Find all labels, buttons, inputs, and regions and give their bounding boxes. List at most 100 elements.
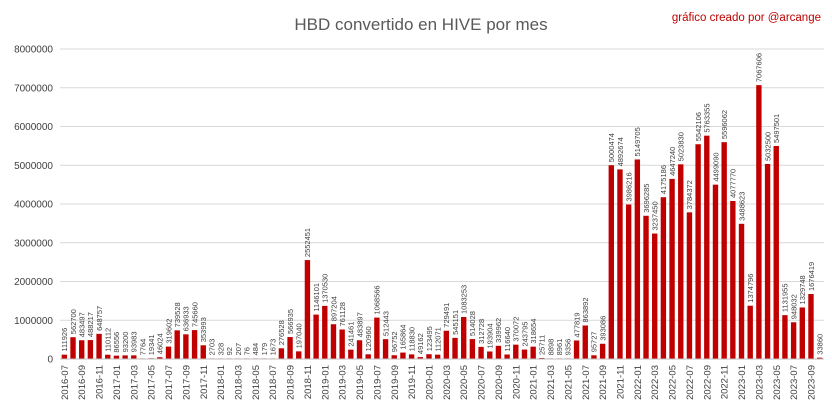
data-label: 1374796 (746, 274, 755, 303)
data-label: 566935 (286, 309, 295, 334)
bar-2022-01 (634, 159, 641, 359)
data-label: 25711 (538, 335, 547, 355)
data-label: 96752 (390, 331, 399, 352)
data-label: 3986216 (624, 172, 633, 201)
data-label: 4647240 (668, 147, 677, 176)
data-label: 319602 (164, 319, 173, 344)
data-label: 1131955 (781, 283, 790, 312)
x-tick-label: 2019-07 (372, 365, 383, 400)
data-label: 9356 (564, 339, 573, 356)
bar-2023-09 (808, 294, 814, 359)
data-label: 5763355 (703, 103, 712, 132)
bar-2017-01 (113, 355, 120, 359)
y-tick-label: 8000000 (14, 45, 53, 56)
bar-2023-02 (747, 305, 753, 359)
bar-2018-08 (278, 348, 285, 359)
bar-2020-12 (521, 349, 528, 359)
data-label: 1329748 (798, 275, 807, 304)
data-label: 207 (234, 343, 243, 356)
bar-2018-10 (296, 351, 302, 359)
bar-2022-04 (660, 197, 667, 359)
bar-2017-11 (200, 345, 206, 359)
bar-2018-11 (304, 260, 311, 359)
y-tick-label: 4000000 (14, 200, 53, 211)
bar-2019-03 (339, 329, 345, 359)
data-label: 116640 (503, 327, 512, 351)
bar-2018-12 (313, 314, 319, 359)
bar-2020-02 (434, 354, 441, 359)
data-label: 112071 (433, 327, 442, 351)
bar-2017-09 (183, 334, 189, 359)
data-label: 636933 (182, 306, 191, 331)
bar-2019-06 (365, 354, 371, 359)
data-label: 745660 (190, 302, 199, 327)
bar-2020-05 (461, 317, 467, 359)
data-label: 1370530 (321, 274, 330, 303)
data-label: 33860 (815, 334, 824, 355)
bar-2022-02 (643, 215, 649, 359)
data-label: 488217 (86, 312, 95, 337)
x-tick-label: 2022-07 (685, 365, 696, 400)
data-label: 648757 (95, 306, 104, 331)
bar-2021-07 (582, 325, 588, 359)
data-label: 197040 (295, 323, 304, 348)
data-label: 370072 (512, 317, 521, 342)
bar-2019-11 (408, 354, 415, 359)
x-tick-label: 2016-07 (60, 365, 71, 400)
data-label: 729491 (442, 303, 451, 328)
chart-credit: gráfico creado por @arcange (672, 12, 821, 24)
bar-2017-06 (157, 357, 163, 359)
bar-2022-05 (669, 178, 675, 359)
bar-2020-10 (504, 354, 510, 359)
x-tick-label: 2018-11 (303, 365, 314, 399)
data-label: 110112 (104, 328, 113, 352)
data-label: 863892 (581, 297, 590, 322)
bar-2022-08 (695, 144, 701, 359)
y-tick-label: 6000000 (14, 122, 53, 133)
data-label: 86556 (112, 332, 121, 353)
data-label: 5000474 (607, 133, 616, 162)
bar-2019-08 (382, 339, 389, 359)
data-label: 111926 (60, 328, 69, 352)
data-label: 483497 (78, 312, 87, 337)
x-tick-label: 2021-11 (615, 365, 626, 399)
data-label: 165864 (399, 325, 408, 350)
x-tick-label: 2023-07 (789, 365, 800, 400)
data-label: 512443 (381, 311, 390, 336)
bar-2021-06 (573, 340, 580, 359)
data-label: 243795 (520, 322, 529, 347)
data-label: 19341 (147, 334, 156, 355)
data-label: 562700 (69, 309, 78, 334)
bar-2019-07 (374, 317, 380, 359)
bar-2022-12 (730, 200, 736, 359)
y-tick-label: 1000000 (14, 316, 53, 327)
y-tick-label: 7000000 (14, 83, 53, 94)
data-label: 353993 (199, 317, 208, 342)
x-tick-label: 2021-09 (598, 365, 609, 400)
data-label: 761128 (338, 302, 347, 326)
bar-2020-01 (426, 354, 432, 359)
bar-2020-11 (513, 344, 519, 359)
bar-2019-12 (417, 357, 423, 359)
x-axis-ticks: 2016-07 2016-09 2016-11 2017-01 2017-03 2017-… (60, 365, 818, 400)
data-label: 3488623 (737, 192, 746, 221)
bar-2022-10 (712, 184, 719, 359)
bar-2021-12 (625, 204, 632, 359)
x-tick-label: 2021-03 (546, 365, 557, 400)
data-label: 95727 (590, 331, 599, 352)
x-tick-label: 2019-03 (338, 365, 349, 400)
x-tick-label: 2020-01 (424, 365, 435, 400)
data-label: 76 (242, 347, 251, 355)
data-label: 193904 (486, 323, 495, 348)
x-tick-label: 2023-09 (806, 365, 817, 400)
data-label: 739528 (173, 302, 182, 327)
bar-2020-06 (469, 339, 476, 359)
data-label: 4175186 (659, 165, 668, 194)
x-tick-label: 2018-03 (233, 365, 244, 400)
x-tick-label: 2021-07 (581, 365, 592, 400)
x-tick-label: 2017-05 (147, 365, 158, 400)
data-label: 120960 (364, 326, 373, 351)
x-tick-label: 2019-09 (390, 365, 401, 400)
x-tick-label: 2023-03 (754, 365, 765, 400)
